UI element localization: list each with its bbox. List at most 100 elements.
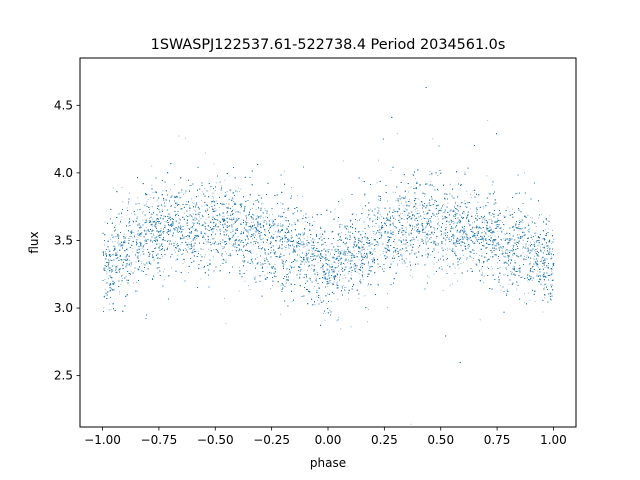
data-point: [271, 219, 273, 221]
data-point: [280, 285, 282, 286]
data-point: [137, 230, 139, 232]
data-point: [482, 206, 484, 208]
data-point: [289, 254, 290, 256]
data-point: [277, 230, 279, 231]
data-point: [200, 254, 202, 256]
data-point: [463, 200, 465, 202]
data-point: [131, 264, 132, 266]
data-point: [151, 229, 153, 231]
data-point: [111, 283, 113, 285]
data-point: [403, 198, 405, 200]
data-point: [530, 270, 531, 272]
data-point: [232, 206, 233, 207]
data-point: [114, 270, 116, 272]
data-point: [158, 222, 159, 224]
data-point: [460, 214, 462, 216]
data-point: [314, 304, 316, 305]
data-point: [178, 218, 180, 220]
data-point: [123, 233, 125, 235]
data-point: [314, 252, 316, 254]
data-point: [440, 230, 442, 232]
data-point: [201, 191, 203, 193]
data-point: [233, 209, 235, 211]
data-point: [163, 215, 165, 217]
data-point: [259, 244, 261, 246]
data-point: [406, 237, 407, 239]
data-point: [491, 213, 493, 215]
data-point: [266, 266, 268, 268]
data-point: [139, 235, 140, 237]
data-point: [191, 202, 193, 203]
data-point: [507, 251, 509, 253]
data-point: [368, 209, 369, 211]
data-point: [531, 267, 533, 269]
data-point: [242, 251, 244, 252]
data-point: [104, 221, 106, 223]
data-point: [166, 233, 168, 235]
data-point: [402, 210, 404, 212]
data-point: [484, 218, 486, 220]
data-point: [494, 221, 496, 222]
data-point: [345, 268, 347, 270]
data-point: [549, 251, 551, 253]
data-point: [112, 289, 114, 291]
data-point: [408, 216, 410, 218]
data-point: [192, 250, 194, 251]
data-point: [444, 243, 446, 245]
data-point: [259, 233, 261, 235]
data-point: [542, 266, 543, 268]
data-point: [445, 233, 447, 235]
data-point: [211, 202, 213, 204]
data-point: [246, 229, 248, 231]
data-point: [358, 298, 360, 299]
data-point: [508, 250, 510, 251]
data-point: [417, 223, 419, 225]
data-point: [367, 239, 369, 241]
data-point: [474, 226, 476, 228]
data-point: [180, 244, 182, 246]
data-point: [239, 212, 241, 214]
data-point: [105, 251, 106, 253]
data-point: [434, 201, 436, 203]
data-point: [351, 253, 353, 255]
data-point: [279, 255, 280, 257]
data-point: [293, 212, 295, 213]
data-point: [143, 229, 145, 231]
data-point: [164, 215, 166, 217]
data-point: [373, 257, 375, 259]
data-point: [178, 135, 180, 137]
data-point: [426, 221, 428, 223]
data-point: [115, 253, 117, 255]
data-point: [367, 321, 368, 323]
data-point: [517, 237, 519, 239]
data-point: [117, 264, 119, 266]
data-point: [251, 208, 253, 209]
data-point: [103, 307, 105, 309]
data-point: [237, 187, 239, 189]
data-point: [490, 215, 492, 217]
data-point: [213, 228, 215, 230]
data-point: [330, 277, 332, 279]
data-point: [436, 261, 438, 263]
data-point: [529, 217, 531, 218]
data-point: [439, 225, 441, 227]
data-point: [158, 232, 159, 234]
data-point: [327, 293, 328, 295]
data-point: [400, 216, 402, 218]
data-point: [242, 222, 244, 223]
data-point: [280, 231, 282, 233]
data-point: [232, 231, 233, 232]
data-point: [353, 266, 354, 268]
data-point: [193, 203, 195, 204]
data-point: [326, 249, 328, 251]
data-point: [285, 283, 287, 285]
data-point: [188, 216, 190, 218]
data-point: [314, 250, 316, 251]
data-point: [447, 265, 449, 266]
data-point: [374, 225, 376, 227]
data-point: [428, 276, 430, 278]
data-point: [232, 229, 234, 231]
data-point: [409, 200, 410, 202]
data-point: [423, 214, 425, 215]
